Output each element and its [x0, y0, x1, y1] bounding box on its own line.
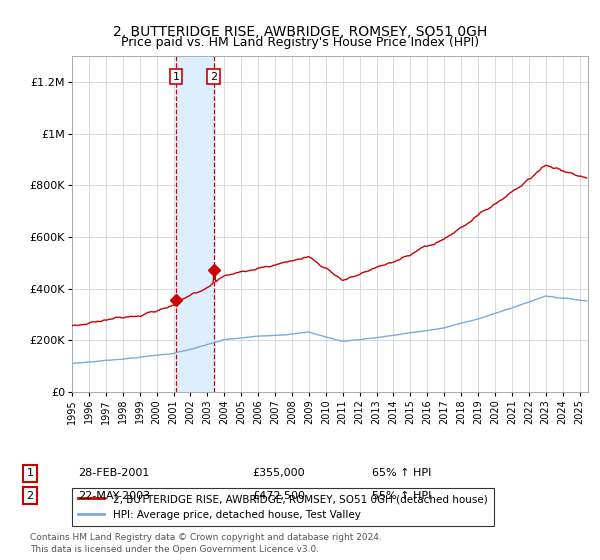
Text: 2: 2: [210, 72, 217, 82]
Text: 28-FEB-2001: 28-FEB-2001: [78, 468, 149, 478]
Text: 55% ↑ HPI: 55% ↑ HPI: [372, 491, 431, 501]
Text: 1: 1: [173, 72, 179, 82]
Text: Contains HM Land Registry data © Crown copyright and database right 2024.
This d: Contains HM Land Registry data © Crown c…: [30, 533, 382, 554]
Legend: 2, BUTTERIDGE RISE, AWBRIDGE, ROMSEY, SO51 0GH (detached house), HPI: Average pr: 2, BUTTERIDGE RISE, AWBRIDGE, ROMSEY, SO…: [72, 488, 494, 526]
Text: 2: 2: [26, 491, 34, 501]
Text: 65% ↑ HPI: 65% ↑ HPI: [372, 468, 431, 478]
Text: 2, BUTTERIDGE RISE, AWBRIDGE, ROMSEY, SO51 0GH: 2, BUTTERIDGE RISE, AWBRIDGE, ROMSEY, SO…: [113, 25, 487, 39]
Text: 1: 1: [26, 468, 34, 478]
Text: £355,000: £355,000: [252, 468, 305, 478]
Text: 22-MAY-2003: 22-MAY-2003: [78, 491, 150, 501]
Text: £472,500: £472,500: [252, 491, 305, 501]
Bar: [176, 56, 214, 392]
Text: Price paid vs. HM Land Registry's House Price Index (HPI): Price paid vs. HM Land Registry's House …: [121, 36, 479, 49]
